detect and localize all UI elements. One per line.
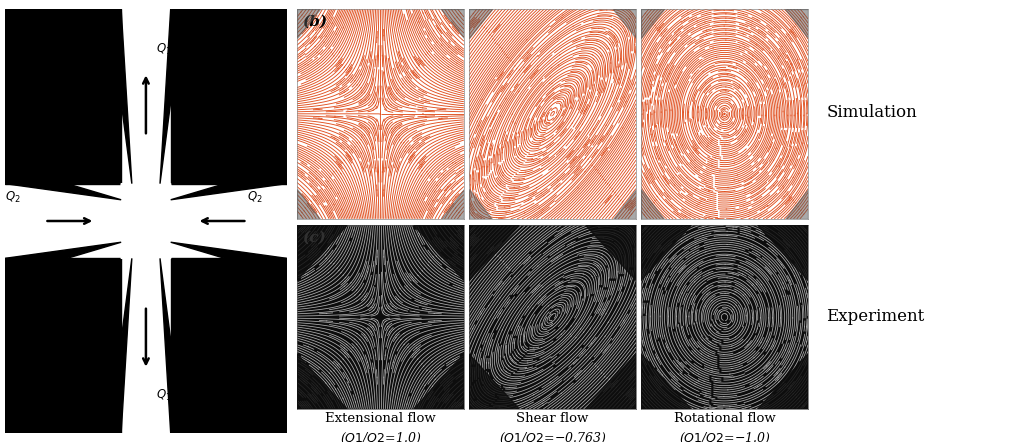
Text: Simulation: Simulation [826, 104, 918, 121]
Polygon shape [440, 9, 464, 38]
Polygon shape [160, 9, 171, 184]
Polygon shape [440, 189, 464, 219]
Circle shape [130, 196, 162, 246]
Text: ($Q1$/$Q2$=1.0): ($Q1$/$Q2$=1.0) [340, 431, 421, 442]
Polygon shape [5, 9, 287, 433]
Polygon shape [784, 189, 808, 219]
Polygon shape [758, 354, 808, 409]
Text: $Q_2$: $Q_2$ [5, 190, 20, 205]
Polygon shape [5, 184, 121, 200]
Polygon shape [641, 225, 691, 281]
Polygon shape [134, 203, 171, 258]
Text: Experiment: Experiment [826, 308, 925, 324]
Text: (b): (b) [302, 15, 327, 29]
Polygon shape [586, 354, 636, 409]
Polygon shape [469, 189, 493, 219]
Polygon shape [414, 354, 464, 409]
Polygon shape [171, 184, 287, 200]
Text: Shear flow: Shear flow [516, 412, 589, 425]
Bar [171, 258, 287, 433]
Polygon shape [586, 225, 636, 281]
Polygon shape [134, 184, 171, 239]
Bar [5, 258, 121, 433]
Text: (c): (c) [302, 231, 326, 245]
Polygon shape [469, 225, 519, 281]
Polygon shape [171, 242, 287, 258]
Polygon shape [414, 225, 464, 281]
Polygon shape [297, 9, 321, 38]
Polygon shape [121, 258, 132, 433]
Bar [171, 9, 287, 184]
Text: ($Q1$/$Q2$=−0.763): ($Q1$/$Q2$=−0.763) [499, 431, 606, 442]
Polygon shape [121, 203, 158, 258]
Polygon shape [297, 189, 321, 219]
Polygon shape [121, 9, 132, 184]
Polygon shape [612, 9, 636, 38]
Text: (a): (a) [23, 26, 48, 43]
Polygon shape [641, 354, 691, 409]
Text: Extensional flow: Extensional flow [325, 412, 436, 425]
Polygon shape [469, 9, 493, 38]
Polygon shape [641, 9, 665, 38]
Text: $Q_1$: $Q_1$ [156, 388, 171, 403]
Polygon shape [160, 258, 171, 433]
Text: $Q_1$: $Q_1$ [156, 42, 171, 57]
Text: Rotational flow: Rotational flow [674, 412, 775, 425]
Polygon shape [121, 184, 158, 239]
Polygon shape [469, 354, 519, 409]
Polygon shape [297, 354, 347, 409]
Text: ($Q1$/$Q2$=−1.0): ($Q1$/$Q2$=−1.0) [679, 431, 770, 442]
Polygon shape [297, 225, 347, 281]
Polygon shape [612, 189, 636, 219]
Polygon shape [784, 9, 808, 38]
Bar [5, 9, 121, 184]
Polygon shape [758, 225, 808, 281]
Polygon shape [641, 189, 665, 219]
Text: $Q_2$: $Q_2$ [248, 190, 263, 205]
Polygon shape [5, 242, 121, 258]
